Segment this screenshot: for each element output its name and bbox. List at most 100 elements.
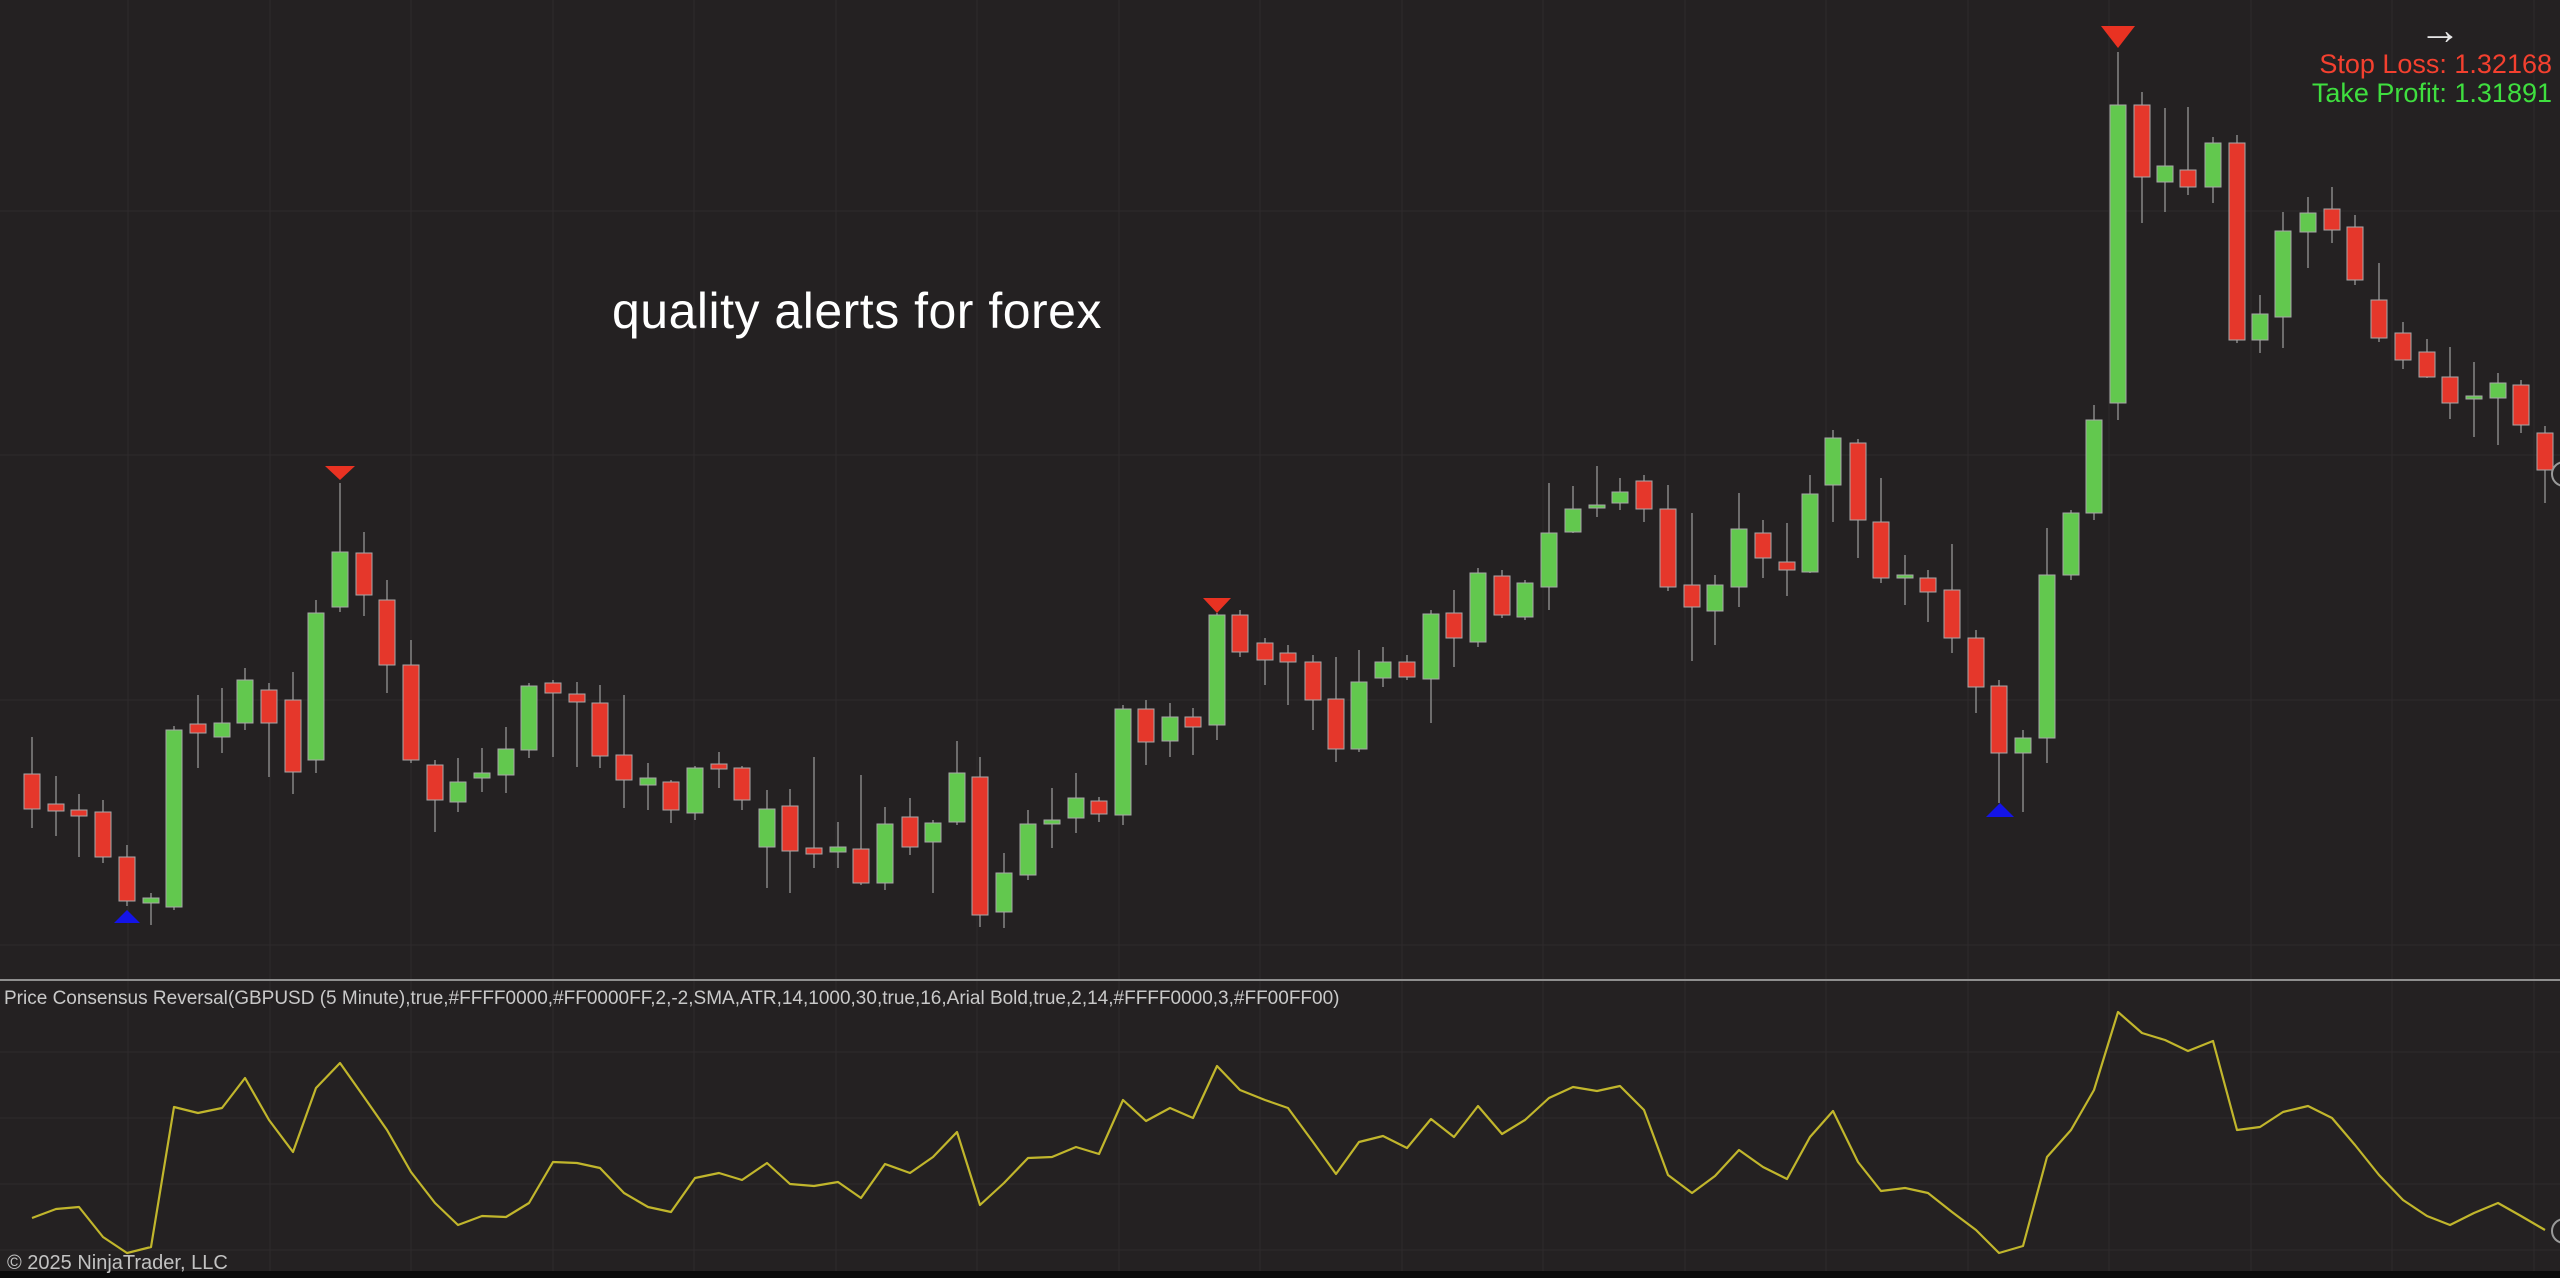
candle	[615, 695, 633, 808]
candle	[165, 726, 183, 910]
candle	[1611, 478, 1629, 510]
candle-body	[1635, 480, 1653, 510]
candle	[1350, 650, 1368, 752]
candle-body	[781, 805, 799, 852]
candle-body	[1588, 504, 1606, 509]
trade-levels: Stop Loss: 1.32168 Take Profit: 1.31891	[2312, 50, 2552, 108]
candle-body	[2299, 212, 2317, 233]
sell-signal-icon	[2101, 26, 2135, 48]
candle	[1493, 570, 1511, 618]
candle-body	[1279, 652, 1297, 663]
candle	[2109, 52, 2127, 420]
candle	[2038, 528, 2056, 763]
candle	[2062, 510, 2080, 580]
candle	[378, 580, 396, 693]
candle	[1231, 610, 1249, 657]
candle-body	[1564, 508, 1582, 533]
candle	[2370, 263, 2388, 342]
candle-body	[1327, 698, 1345, 750]
candle	[948, 741, 966, 825]
candle	[686, 766, 704, 820]
candle	[2014, 730, 2032, 812]
candle	[1067, 773, 1085, 833]
candle-body	[426, 764, 444, 801]
candle-body	[1516, 582, 1534, 618]
candle	[94, 800, 112, 863]
candle-body	[1019, 823, 1037, 876]
candle-body	[94, 811, 112, 858]
take-profit-label: Take Profit: 1.31891	[2311, 78, 2552, 108]
candle-body	[165, 729, 183, 908]
candle-body	[805, 847, 823, 855]
candle	[1801, 475, 1819, 573]
candle-body	[213, 722, 231, 738]
candle-body	[47, 803, 65, 812]
candle-body	[1943, 589, 1961, 639]
candle-body	[1398, 661, 1416, 678]
sell-signal-icon	[1203, 598, 1231, 613]
candle-body	[2512, 384, 2530, 426]
candle	[1540, 483, 1558, 610]
candle-body	[2133, 104, 2151, 178]
candle	[901, 798, 919, 855]
candle	[733, 766, 751, 810]
candle-body	[1090, 800, 1108, 815]
candle	[971, 757, 989, 927]
candle-body	[2038, 574, 2056, 739]
candle	[1469, 568, 1487, 647]
candle	[1706, 575, 1724, 645]
candle	[1824, 430, 1842, 522]
candle-body	[2062, 512, 2080, 576]
candle	[639, 763, 657, 810]
candle	[1516, 580, 1534, 620]
arrow-right-icon[interactable]: →	[2419, 6, 2461, 53]
candle	[1919, 570, 1937, 622]
candle-body	[2465, 395, 2483, 400]
edge-bubble-icon[interactable]	[2551, 461, 2560, 487]
candle	[1849, 439, 1867, 558]
candle	[1422, 610, 1440, 723]
candle	[2441, 347, 2459, 419]
candle	[1730, 493, 1748, 607]
candle	[355, 532, 373, 616]
candle	[1043, 788, 1061, 848]
candle	[1208, 613, 1226, 740]
candle-body	[924, 822, 942, 843]
candle-body	[1824, 437, 1842, 486]
candle	[189, 695, 207, 768]
candle-body	[1849, 442, 1867, 521]
candle-body	[568, 693, 586, 703]
candle-body	[2323, 208, 2341, 231]
candle	[236, 668, 254, 730]
candle-body	[449, 781, 467, 803]
candle-body	[2418, 351, 2436, 378]
candle-body	[1304, 661, 1322, 701]
candle-body	[118, 856, 136, 902]
candle-body	[852, 848, 870, 884]
candle-body	[1967, 637, 1985, 688]
candle-body	[260, 689, 278, 724]
candle	[1754, 520, 1772, 578]
candle	[1635, 475, 1653, 522]
candle	[2465, 362, 2483, 437]
candle-body	[2251, 313, 2269, 341]
candle-body	[2394, 332, 2412, 361]
candle	[1161, 703, 1179, 757]
candle	[2489, 373, 2507, 445]
candle	[1090, 797, 1108, 822]
candle	[2228, 135, 2246, 343]
candle	[1304, 655, 1322, 730]
candle	[924, 820, 942, 893]
candlestick-series	[23, 52, 2554, 928]
edge-bubble-icon[interactable]	[2551, 1218, 2560, 1244]
stop-loss-label: Stop Loss: 1.32168	[2319, 49, 2552, 79]
candle-body	[1184, 716, 1202, 728]
candle	[1374, 647, 1392, 687]
candle	[1114, 705, 1132, 825]
bottom-scroll-strip[interactable]	[0, 1271, 2560, 1278]
candle-body	[2179, 169, 2197, 188]
candle	[2156, 108, 2174, 212]
